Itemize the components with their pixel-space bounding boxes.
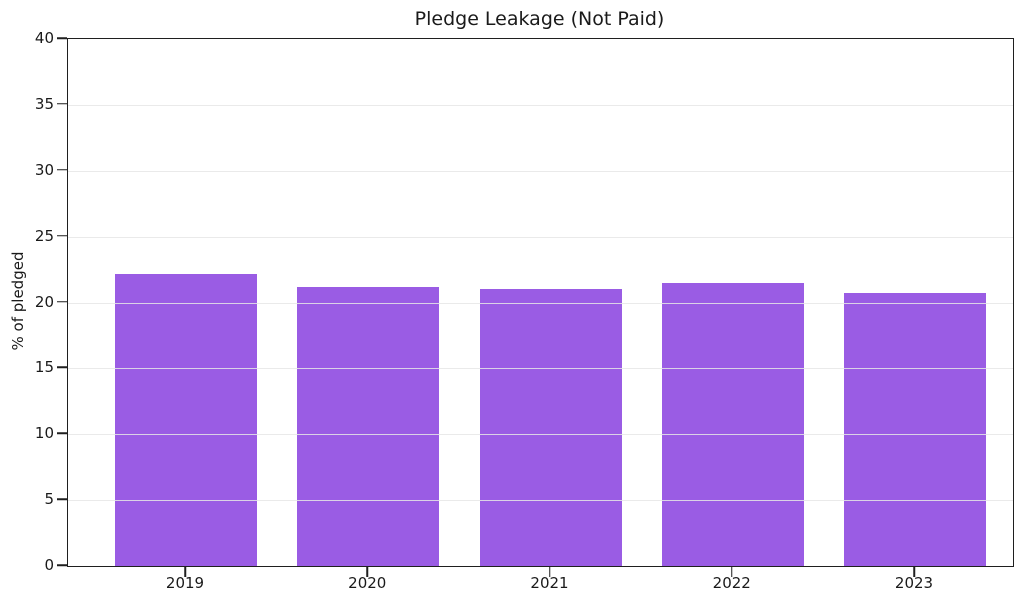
y-tick-mark-20 (57, 300, 67, 303)
x-tick-label-2023: 2023 (894, 574, 934, 592)
y-tick-mark-35 (57, 103, 67, 105)
bar-2023 (844, 293, 986, 566)
y-tick-label-35: 35 (34, 94, 54, 113)
y-tick-label-0: 0 (44, 556, 54, 574)
x-tick-label-2021: 2021 (530, 574, 569, 592)
x-tick-mark-2023 (913, 566, 915, 577)
bar-2021 (479, 289, 622, 566)
y-tick-mark-15 (57, 366, 67, 369)
bar-2020 (297, 286, 440, 566)
y-tick-mark-30 (57, 169, 67, 171)
gridline-y-15 (68, 368, 1013, 370)
x-tick-mark-2021 (548, 566, 551, 577)
y-tick-mark-25 (57, 234, 67, 237)
x-tick-label-2022: 2022 (712, 574, 751, 592)
y-tick-label-25: 25 (34, 226, 54, 245)
bar-2022 (661, 282, 804, 566)
gridline-y-20 (68, 302, 1013, 304)
gridline-y-30 (68, 170, 1013, 172)
gridline-y-10 (68, 434, 1013, 436)
x-tick-label-2019: 2019 (165, 574, 205, 592)
y-tick-label-30: 30 (34, 160, 54, 179)
y-tick-label-15: 15 (34, 358, 54, 377)
chart-title: Pledge Leakage (Not Paid) (414, 8, 665, 30)
bar-2019 (115, 273, 257, 566)
x-tick-mark-2022 (731, 566, 733, 577)
y-tick-mark-10 (57, 432, 67, 434)
gridline-y-35 (68, 104, 1013, 106)
gridline-y-5 (68, 500, 1013, 502)
y-tick-mark-40 (57, 37, 67, 39)
y-tick-label-10: 10 (34, 424, 54, 443)
y-tick-label-5: 5 (44, 490, 54, 509)
gridline-y-25 (68, 236, 1013, 238)
x-tick-mark-2019 (184, 566, 186, 577)
x-tick-label-2020: 2020 (348, 574, 387, 592)
y-tick-mark-5 (57, 498, 67, 500)
y-tick-mark-0 (57, 564, 67, 566)
y-tick-label-40: 40 (34, 29, 54, 47)
x-tick-mark-2020 (366, 566, 368, 577)
plot-area (67, 38, 1014, 567)
y-axis-label: % of pledged (9, 251, 27, 351)
y-tick-label-20: 20 (34, 292, 54, 311)
